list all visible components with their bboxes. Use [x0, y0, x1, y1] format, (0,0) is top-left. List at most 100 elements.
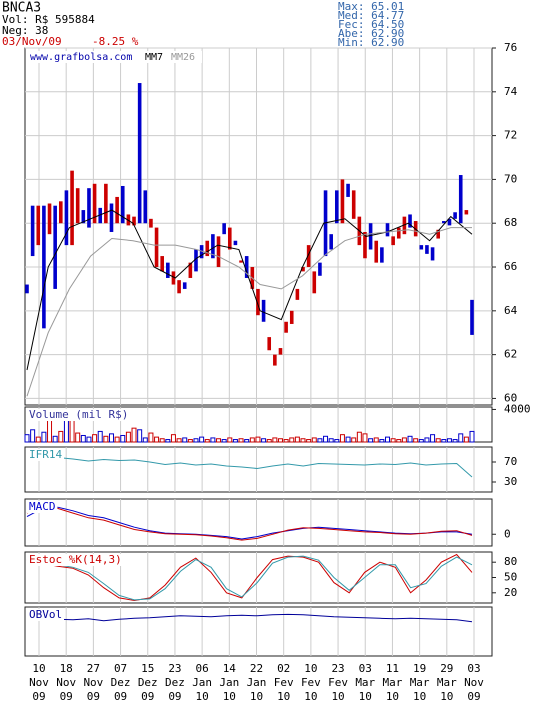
- candle-body: [177, 280, 181, 294]
- volume-bar: [345, 436, 351, 443]
- candle-body: [166, 262, 170, 278]
- x-tick-label: 15: [141, 662, 154, 675]
- panel-frame: [24, 498, 493, 547]
- volume-bar: [216, 438, 222, 443]
- volume-bar: [261, 438, 267, 443]
- candle-body: [182, 282, 187, 289]
- candle-body: [453, 212, 457, 219]
- y-tick-label: 76: [504, 41, 517, 54]
- x-tick-label: 10: [413, 690, 426, 703]
- x-tick-label: Nov: [464, 676, 484, 689]
- volume-bar: [30, 429, 36, 443]
- candle-body: [408, 214, 412, 228]
- volume-bar: [221, 439, 227, 443]
- volume-bar: [199, 436, 205, 443]
- x-tick-label: 10: [304, 662, 317, 675]
- volume-bar: [238, 438, 244, 443]
- moving-average: [26, 209, 473, 371]
- x-tick-label: 09: [141, 690, 154, 703]
- volume-bar: [249, 437, 255, 443]
- volume-bar: [244, 439, 250, 443]
- candle-body: [75, 188, 80, 224]
- x-tick-label: 10: [359, 690, 372, 703]
- candle-body: [132, 216, 136, 226]
- volume-bar: [97, 430, 103, 443]
- y-tick-label: 70: [504, 172, 517, 185]
- panel-title: IFR14: [29, 448, 62, 461]
- volume-bar: [323, 435, 329, 443]
- volume-bar: [272, 437, 278, 443]
- indicator-line: [26, 505, 473, 541]
- change: -8.25 %: [92, 35, 139, 48]
- x-tick-label: 09: [60, 690, 73, 703]
- volume-bar: [463, 436, 469, 443]
- volume-bar: [441, 439, 447, 443]
- candle-body: [430, 247, 435, 261]
- x-tick-label: 10: [32, 662, 45, 675]
- volume-bar: [390, 438, 396, 443]
- volume-bar: [435, 438, 441, 443]
- volume-bar: [356, 431, 362, 443]
- volume-bar: [283, 439, 289, 443]
- volume-bar: [142, 437, 148, 443]
- volume-bar: [294, 436, 300, 443]
- candle-body: [374, 240, 379, 263]
- x-tick-label: Fev: [328, 676, 348, 689]
- stat: Fec: 64.50: [338, 18, 404, 31]
- y-tick-label: 68: [504, 216, 517, 229]
- candle-body: [233, 240, 238, 246]
- candle-body: [149, 218, 153, 228]
- stat: Med: 64.77: [338, 9, 404, 22]
- candle-body: [284, 321, 288, 333]
- label-bg: [27, 554, 124, 566]
- candle-body: [171, 271, 176, 285]
- volume-bar: [137, 429, 143, 443]
- volume-bar: [204, 439, 210, 443]
- stat: Min: 62.90: [338, 36, 404, 49]
- candle-body: [216, 236, 221, 268]
- y-tick-label: 64: [504, 304, 518, 317]
- volume-bar: [47, 418, 53, 443]
- candle-body: [211, 234, 215, 259]
- panel-frame: [24, 606, 493, 657]
- legend-entry: MM26: [171, 52, 195, 63]
- candle-body: [267, 337, 272, 351]
- candle-body: [464, 210, 469, 215]
- y-tick-label: 50: [504, 571, 517, 584]
- x-tick-label: 23: [168, 662, 181, 675]
- candle-body: [470, 299, 474, 335]
- x-tick-label: 29: [440, 662, 453, 675]
- candle-body: [402, 216, 407, 235]
- x-tick-label: 02: [277, 662, 290, 675]
- x-tick-label: 10: [304, 690, 317, 703]
- x-tick-label: 09: [168, 690, 181, 703]
- candle-body: [442, 221, 446, 224]
- candle-body: [244, 256, 249, 278]
- x-tick-label: Fev: [301, 676, 321, 689]
- x-tick-label: Jan: [219, 676, 239, 689]
- label-bg: [27, 501, 58, 513]
- volume-bar: [24, 434, 30, 443]
- candle-body: [47, 203, 52, 235]
- candle-body: [425, 245, 429, 254]
- x-tick-label: 18: [60, 662, 73, 675]
- volume-bar: [41, 431, 47, 443]
- volume-bar: [339, 434, 345, 443]
- volume-bar: [407, 435, 413, 443]
- candle-body: [318, 262, 322, 276]
- x-tick-label: 03: [467, 662, 480, 675]
- x-tick-label: 10: [223, 690, 236, 703]
- candle-body: [199, 245, 204, 259]
- candle-body: [436, 229, 441, 239]
- volume-bar: [289, 437, 295, 443]
- candle-body: [64, 190, 69, 246]
- candle-body: [256, 288, 260, 316]
- candle-body: [227, 227, 232, 250]
- candle-body: [261, 299, 266, 322]
- candle-body: [160, 256, 164, 272]
- volume-bar: [373, 437, 379, 443]
- volume-bar: [418, 439, 424, 443]
- panel-title: Estoc %K(14,3): [29, 553, 122, 566]
- x-tick-label: Mar: [383, 676, 403, 689]
